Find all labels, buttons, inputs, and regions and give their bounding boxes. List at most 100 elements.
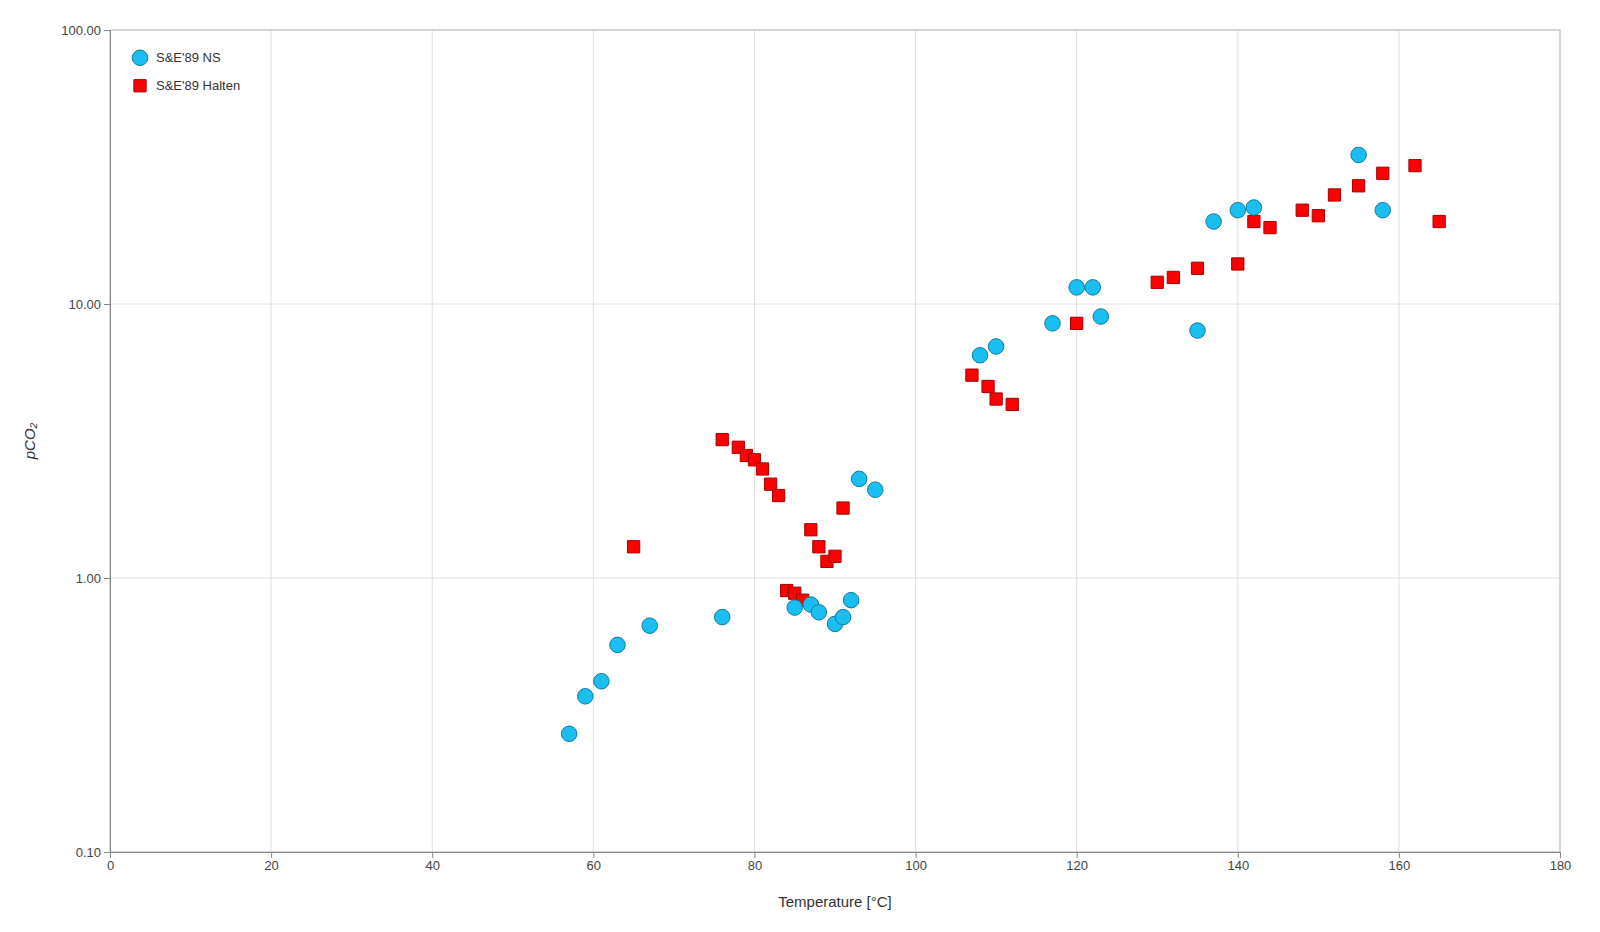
point <box>1232 258 1244 270</box>
tick-mark <box>104 852 110 853</box>
tick-label: 120 <box>1066 858 1088 873</box>
point <box>811 604 827 620</box>
point <box>1093 309 1109 325</box>
plot-frame <box>110 30 1560 852</box>
legend-swatch <box>134 80 146 92</box>
point <box>764 478 776 490</box>
point <box>1328 189 1340 201</box>
point <box>1409 159 1421 171</box>
point <box>1296 204 1308 216</box>
point <box>1069 280 1085 296</box>
point <box>578 689 594 705</box>
tick-label: 20 <box>264 858 278 873</box>
point <box>988 339 1004 355</box>
tick: 40 <box>425 852 439 873</box>
grid-line <box>1398 30 1399 852</box>
point <box>1351 147 1367 163</box>
tick-label: 0.10 <box>76 845 101 860</box>
tick-mark <box>1399 852 1400 858</box>
tick: 20 <box>264 852 278 873</box>
y-axis-title: pCO₂ <box>21 422 38 460</box>
point <box>756 463 768 475</box>
tick-mark <box>1077 852 1078 858</box>
grid-line <box>754 30 755 852</box>
point <box>1312 210 1324 222</box>
legend: S&E'89 NS S&E'89 Halten <box>132 50 240 93</box>
grid-line <box>1076 30 1077 852</box>
point <box>1433 215 1445 227</box>
axis-line <box>111 853 1561 859</box>
point <box>966 369 978 381</box>
legend-label: S&E'89 NS <box>156 50 221 65</box>
y-axis: 0.101.0010.00100.00 <box>61 23 110 860</box>
point <box>1045 316 1061 332</box>
tick: 0 <box>107 852 114 873</box>
tick: 0.10 <box>76 845 110 860</box>
points <box>561 147 1445 741</box>
tick: 140 <box>1227 852 1249 873</box>
tick: 60 <box>587 852 601 873</box>
tick-label: 100.00 <box>61 23 101 38</box>
grid-line <box>1237 30 1238 852</box>
point <box>1246 200 1262 216</box>
tick-mark <box>104 304 110 305</box>
tick: 80 <box>748 852 762 873</box>
tick: 100 <box>905 852 927 873</box>
grid-line <box>271 30 272 852</box>
point <box>1375 202 1391 218</box>
point <box>716 433 728 445</box>
point <box>1151 276 1163 288</box>
point <box>843 592 859 608</box>
x-axis: 0 20 40 60 80 100 120 140 160 180 <box>107 852 1571 873</box>
tick-label: 100 <box>905 858 927 873</box>
series <box>627 159 1445 606</box>
tick-label: 140 <box>1227 858 1249 873</box>
plot: 0204060801001201401601800.101.0010.00100… <box>61 23 1571 874</box>
point <box>627 541 639 553</box>
grid-line <box>915 30 916 852</box>
tick-mark <box>104 578 110 579</box>
point <box>805 524 817 536</box>
point <box>868 482 884 498</box>
point <box>1206 214 1222 230</box>
tick-mark <box>593 852 594 858</box>
tick-label: 40 <box>425 858 439 873</box>
point <box>1377 167 1389 179</box>
grid-line <box>110 304 1560 305</box>
point <box>1248 215 1260 227</box>
tick-mark <box>432 852 433 858</box>
point <box>772 489 784 501</box>
tick: 100.00 <box>61 23 110 38</box>
point <box>837 502 849 514</box>
point <box>594 673 610 689</box>
tick: 120 <box>1066 852 1088 873</box>
tick-label: 0 <box>107 858 114 873</box>
grid <box>110 30 1560 852</box>
point <box>561 726 577 742</box>
x-axis-title: Temperature [°C] <box>778 893 892 910</box>
point <box>851 471 867 487</box>
grid-line <box>110 578 1560 579</box>
point <box>829 550 841 562</box>
tick: 180 <box>1550 852 1572 873</box>
point <box>1167 271 1179 283</box>
legend-label: S&E'89 Halten <box>156 78 240 93</box>
point <box>787 600 803 616</box>
point <box>982 380 994 392</box>
tick-mark <box>754 852 755 858</box>
legend-item: S&E'89 NS <box>132 50 221 66</box>
point <box>813 541 825 553</box>
chart: 0204060801001201401601800.101.0010.00100… <box>0 0 1600 932</box>
point <box>1191 262 1203 274</box>
point <box>1264 221 1276 233</box>
point <box>714 609 730 625</box>
point <box>972 347 988 363</box>
tick-mark <box>104 30 110 31</box>
grid-line <box>432 30 433 852</box>
point <box>1352 180 1364 192</box>
point <box>835 609 851 625</box>
point <box>1190 323 1206 339</box>
tick: 160 <box>1389 852 1411 873</box>
tick: 10.00 <box>68 297 110 312</box>
tick-mark <box>916 852 917 858</box>
